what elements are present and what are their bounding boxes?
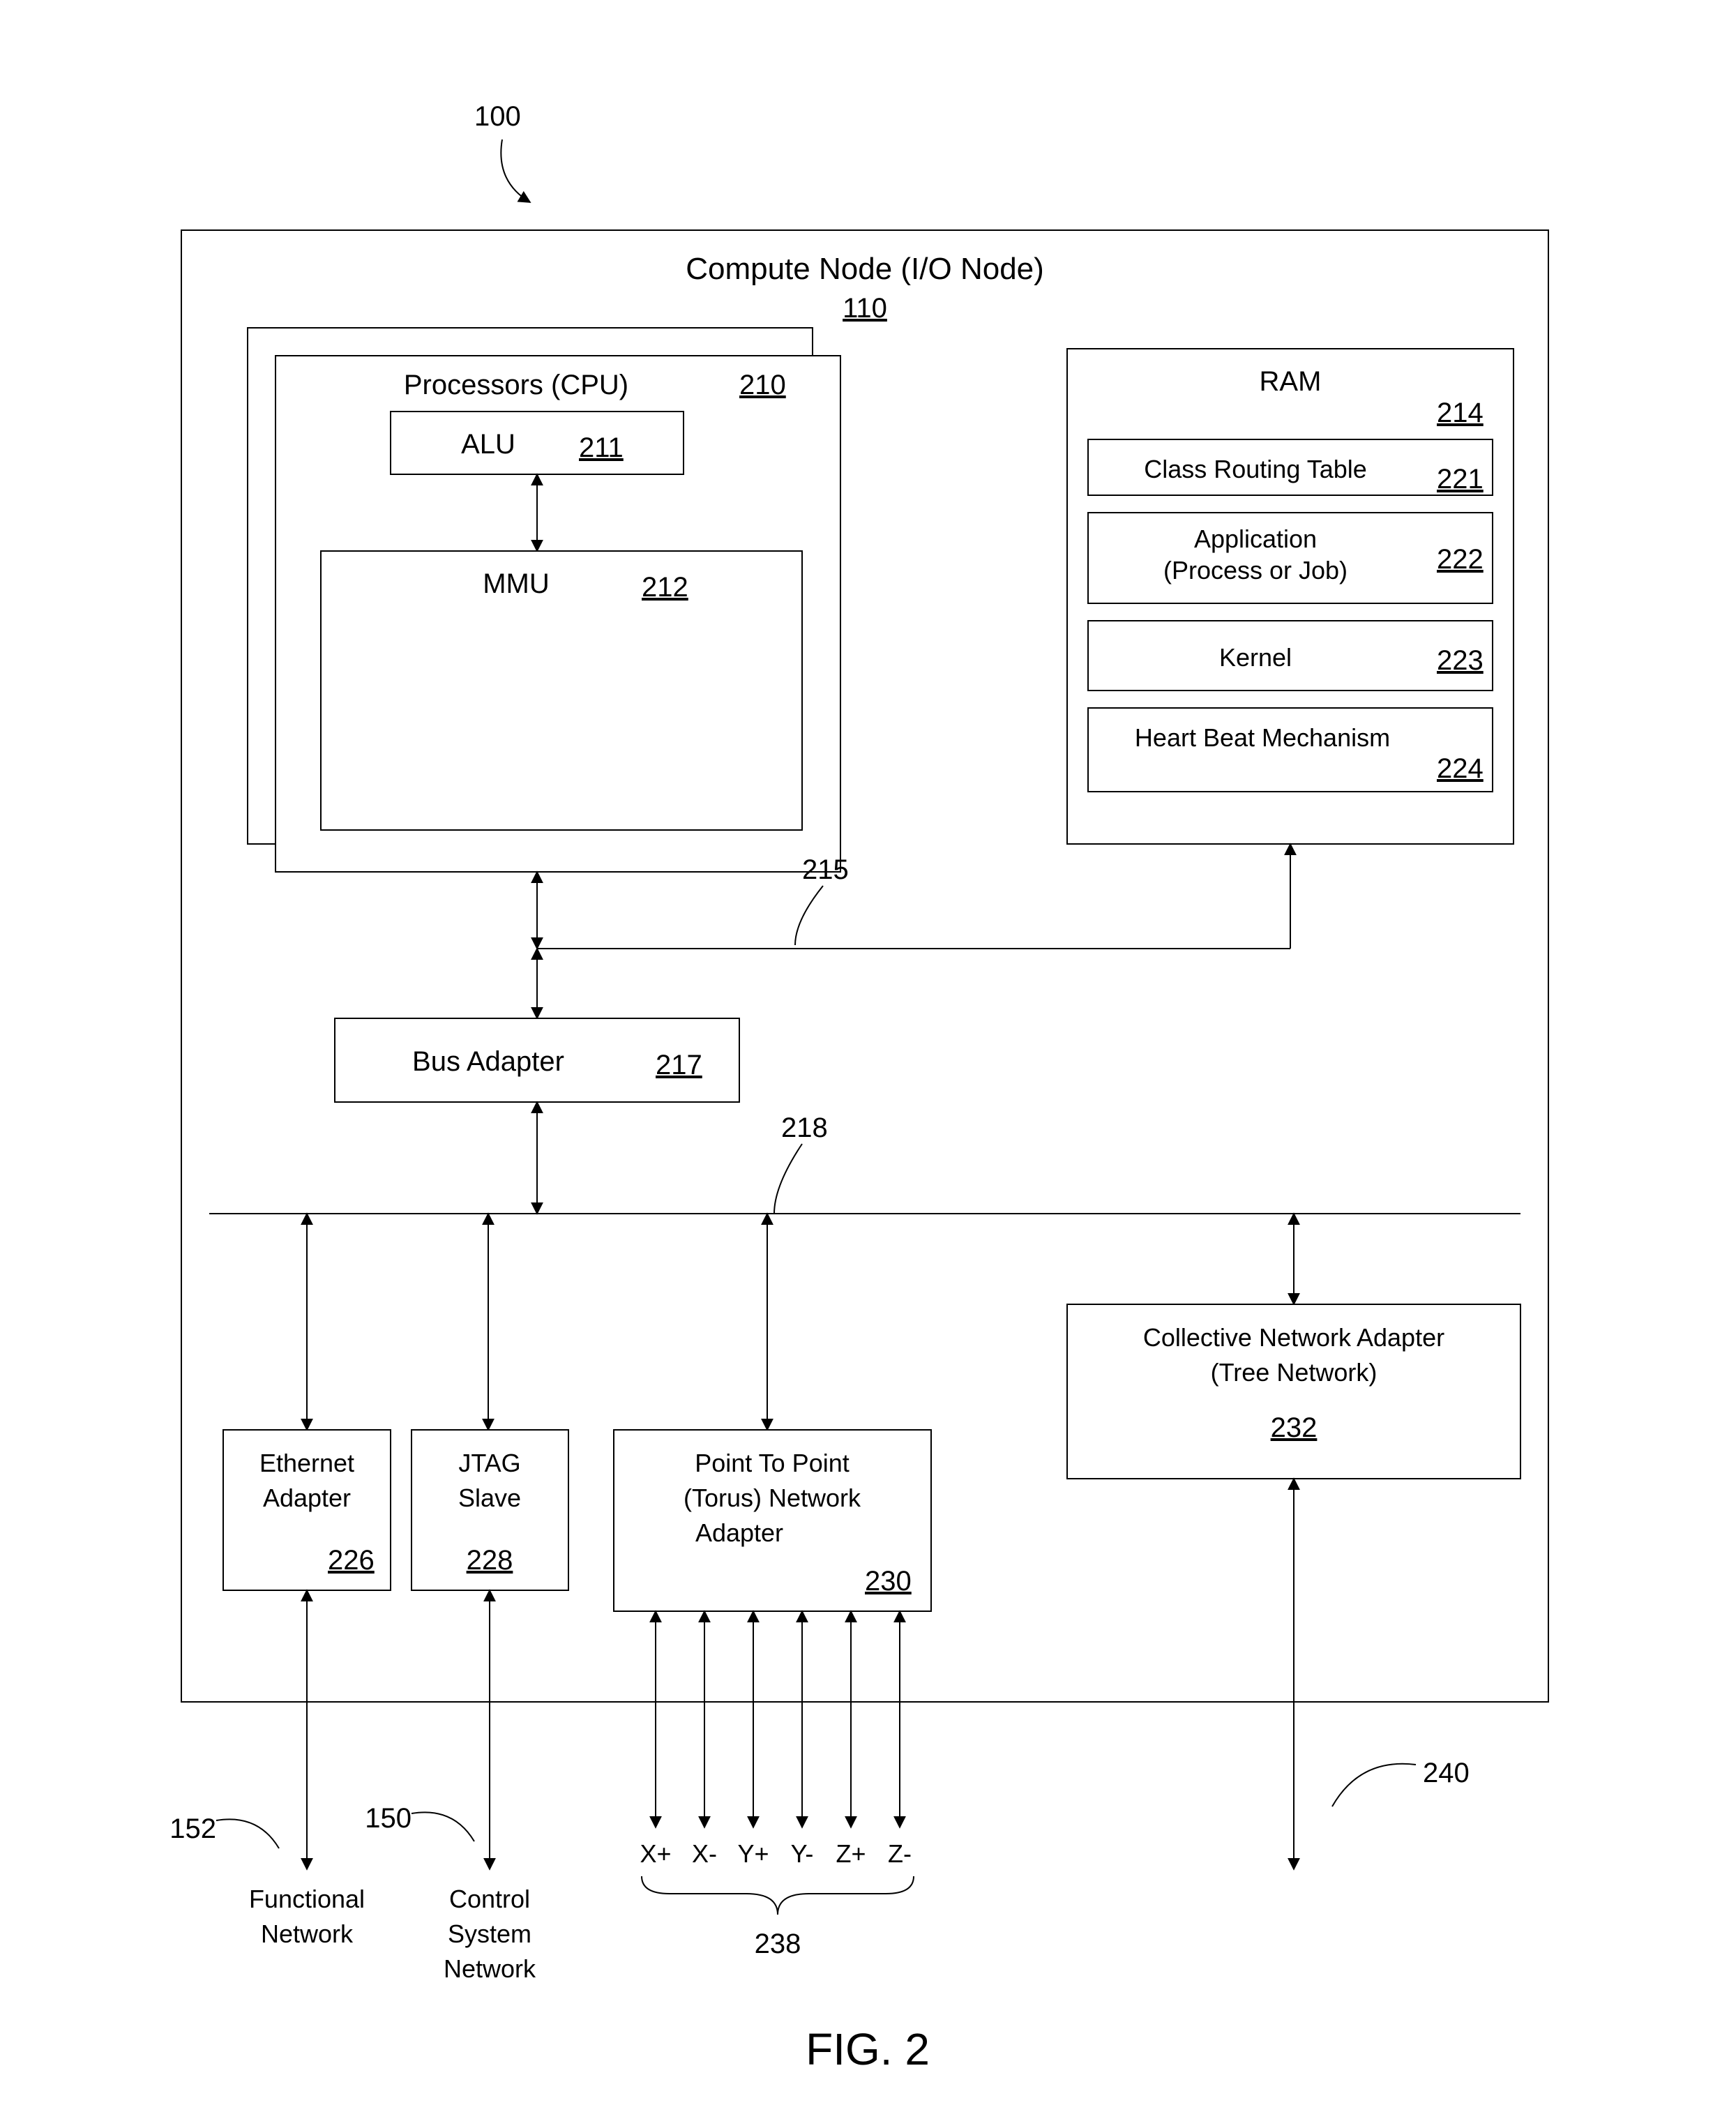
ram-row-2-ref: 223 xyxy=(1437,645,1484,676)
alu-box xyxy=(391,412,684,474)
ref-100: 100 xyxy=(474,101,521,132)
ram-row-2-label: Kernel xyxy=(1219,643,1292,672)
collective-label-1: Collective Network Adapter xyxy=(1143,1323,1444,1352)
ram-row-1-label-a: Application xyxy=(1194,525,1317,553)
compute-node-title: Compute Node (I/O Node) xyxy=(686,252,1044,286)
ram-ref: 214 xyxy=(1437,398,1484,428)
ref-240-leader xyxy=(1332,1764,1416,1806)
collective-label-2: (Tree Network) xyxy=(1211,1358,1378,1387)
torus-x-: X- xyxy=(692,1839,717,1868)
ref-218: 218 xyxy=(781,1112,828,1143)
functional-label-2: Network xyxy=(261,1919,354,1948)
mmu-box xyxy=(321,551,802,830)
ref-100-leader xyxy=(501,139,530,202)
p2p-label-2: (Torus) Network xyxy=(684,1484,861,1512)
mmu-ref: 212 xyxy=(642,572,688,603)
cpu-title: Processors (CPU) xyxy=(404,370,628,400)
control-label-2: System xyxy=(448,1919,531,1948)
ref-215: 215 xyxy=(802,854,849,885)
ethernet-label-2: Adapter xyxy=(263,1484,351,1512)
torus-y-: Y- xyxy=(791,1839,814,1868)
jtag-ref: 228 xyxy=(467,1545,513,1576)
alu-ref: 211 xyxy=(579,432,624,463)
ref-152-leader xyxy=(216,1819,279,1848)
ram-row-1-label-b: (Process or Job) xyxy=(1163,556,1348,584)
bus-adapter-label: Bus Adapter xyxy=(412,1046,564,1077)
p2p-ref: 230 xyxy=(865,1566,912,1597)
ram-row-0-label: Class Routing Table xyxy=(1144,455,1367,483)
ref-150: 150 xyxy=(365,1803,412,1834)
ref-240: 240 xyxy=(1423,1758,1470,1788)
torus-y+: Y+ xyxy=(737,1839,769,1868)
alu-label: ALU xyxy=(461,429,515,460)
ref-152: 152 xyxy=(169,1813,216,1844)
ram-title: RAM xyxy=(1260,366,1322,397)
bus-adapter-ref: 217 xyxy=(656,1050,702,1080)
ethernet-label-1: Ethernet xyxy=(259,1449,354,1477)
jtag-label-1: JTAG xyxy=(458,1449,520,1477)
jtag-label-2: Slave xyxy=(458,1484,521,1512)
torus-ref: 238 xyxy=(755,1929,801,1959)
compute-node-diagram: 100 Compute Node (I/O Node) 110 Processo… xyxy=(0,0,1736,2112)
ram-row-3-ref: 224 xyxy=(1437,753,1484,784)
cpu-ref: 210 xyxy=(739,370,786,400)
torus-z-: Z- xyxy=(888,1839,912,1868)
collective-ref: 232 xyxy=(1271,1412,1318,1443)
p2p-label-1: Point To Point xyxy=(695,1449,849,1477)
functional-label-1: Functional xyxy=(249,1885,365,1913)
ethernet-ref: 226 xyxy=(328,1545,375,1576)
ram-row-3-label: Heart Beat Mechanism xyxy=(1135,723,1390,752)
torus-brace xyxy=(642,1876,914,1915)
torus-x+: X+ xyxy=(640,1839,671,1868)
compute-node-ref: 110 xyxy=(843,293,887,324)
mmu-label: MMU xyxy=(483,568,550,599)
figure-label: FIG. 2 xyxy=(806,2024,930,2074)
ram-row-0-ref: 221 xyxy=(1437,464,1484,495)
control-label-1: Control xyxy=(449,1885,530,1913)
ram-row-1-ref: 222 xyxy=(1437,544,1484,575)
torus-z+: Z+ xyxy=(836,1839,866,1868)
p2p-label-3: Adapter xyxy=(695,1518,783,1547)
ref-150-leader xyxy=(412,1812,474,1841)
control-label-3: Network xyxy=(444,1954,536,1983)
